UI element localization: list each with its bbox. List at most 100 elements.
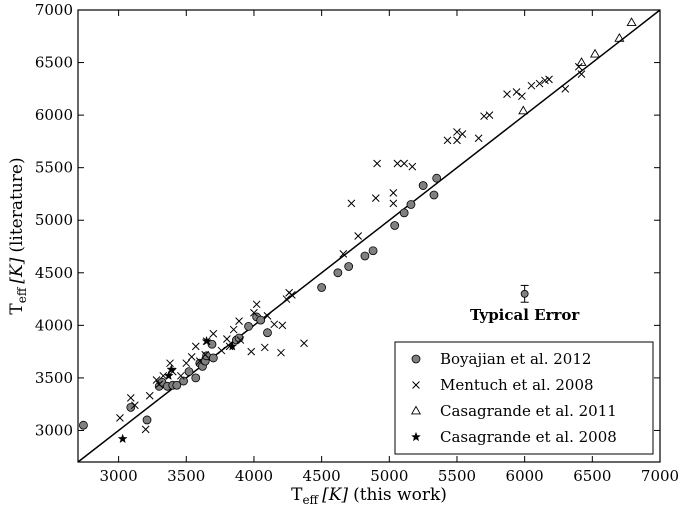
legend-entry: Boyajian et al. 2012: [440, 350, 591, 368]
data-point: [159, 371, 168, 380]
x-stroke: [287, 291, 296, 299]
data-point: [145, 391, 154, 400]
data-point: [227, 341, 238, 351]
data-point: [347, 199, 356, 208]
error-point: [520, 289, 529, 298]
data-point: [344, 262, 354, 271]
x-stroke: [270, 320, 279, 329]
data-point: [260, 343, 269, 352]
data-point: [117, 433, 128, 444]
legend: Boyajian et al. 2012 Mentuch et al. 2008 C…: [394, 341, 654, 455]
x-stroke: [545, 75, 553, 84]
x-stroke: [130, 401, 139, 410]
data-point: [250, 308, 258, 317]
data-point: [142, 415, 152, 425]
data-point: [527, 81, 536, 90]
x-stroke: [443, 136, 452, 145]
data-point: [235, 317, 243, 325]
x-stroke: [577, 70, 586, 78]
x-stroke: [187, 353, 196, 361]
legend-marker: [411, 354, 421, 364]
data-point: [399, 208, 409, 218]
x-stroke: [503, 90, 511, 98]
axis-label-text: (literature): [7, 157, 27, 252]
x-stroke: [535, 79, 544, 88]
data-point: [201, 350, 210, 359]
x-stroke: [389, 189, 398, 197]
data-point: [263, 328, 272, 338]
data-point: [141, 425, 150, 434]
x-stroke: [393, 159, 402, 168]
data-point: [474, 134, 483, 143]
data-point: [177, 371, 185, 380]
y-tick-label: 5500: [35, 159, 73, 177]
data-point: [126, 402, 136, 412]
x-stroke: [300, 339, 308, 348]
x-stroke: [247, 347, 256, 356]
y-tick-label: 7000: [35, 1, 73, 19]
axis-label-subscript: eff: [15, 286, 29, 303]
data-point: [373, 159, 381, 168]
data-point: [155, 380, 164, 389]
legend-entry: Mentuch et al. 2008: [440, 376, 594, 394]
legend-marker: [412, 381, 420, 389]
data-point: [429, 190, 439, 200]
x-stroke: [182, 359, 191, 368]
data-point: [166, 359, 174, 368]
x-tick-label: 4000: [235, 467, 273, 485]
y-tick-label: 4000: [35, 316, 73, 334]
x-stroke: [229, 325, 238, 334]
x-stroke: [474, 134, 483, 143]
data-point: [389, 189, 398, 197]
data-point: [368, 246, 378, 256]
legend-entry: Casagrande et al. 2011: [440, 402, 617, 420]
data-point: [270, 320, 279, 329]
x-stroke: [373, 159, 381, 168]
data-point: [208, 353, 218, 363]
x-stroke: [159, 371, 168, 380]
data-point: [503, 90, 511, 98]
data-point: [278, 321, 287, 330]
data-point: [458, 130, 467, 138]
legend-marker: [410, 405, 422, 415]
data-point: [432, 173, 442, 183]
data-point: [236, 336, 245, 344]
data-point: [390, 221, 400, 230]
data-point: [614, 32, 625, 42]
typical-error-label: Typical Error: [470, 306, 580, 324]
x-stroke: [252, 300, 261, 309]
x-stroke: [155, 380, 164, 389]
x-stroke: [371, 194, 380, 203]
data-point: [453, 128, 461, 136]
data-point: [443, 136, 452, 145]
data-point: [485, 111, 494, 119]
data-point: [360, 251, 370, 261]
data-point: [79, 420, 88, 430]
data-point: [195, 357, 204, 365]
axis-label-unit: [K]: [322, 485, 348, 505]
x-stroke: [260, 343, 269, 352]
x-stroke: [339, 250, 348, 258]
data-point: [518, 105, 529, 115]
x-tick-label: 5000: [370, 467, 408, 485]
x-stroke: [116, 413, 124, 422]
data-point: [371, 194, 380, 203]
x-stroke: [145, 391, 154, 400]
data-point: [217, 346, 226, 355]
x-stroke: [453, 128, 461, 136]
data-point: [339, 250, 348, 258]
axis-label-text: (this work): [353, 485, 447, 505]
axis-ticks: 3000 3500 4000 4500 5000 5500 6000 6500 7000 3000…: [35, 1, 679, 485]
data-point: [130, 401, 139, 410]
data-point: [518, 92, 526, 101]
typical-error-annotation: Typical Error: [470, 284, 580, 324]
x-stroke: [453, 136, 461, 145]
x-stroke: [347, 199, 356, 208]
x-tick-label: 3000: [100, 467, 138, 485]
data-point: [282, 295, 291, 303]
x-stroke: [518, 92, 526, 101]
y-tick-label: 6000: [35, 106, 73, 124]
x-tick-label: 6000: [506, 467, 544, 485]
data-point: [400, 159, 409, 168]
